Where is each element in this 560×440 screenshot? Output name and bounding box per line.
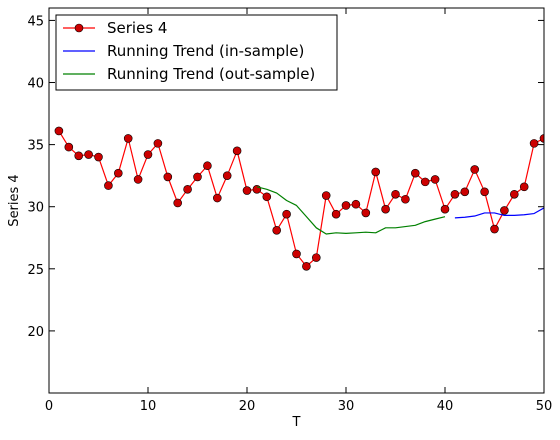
data-point bbox=[470, 165, 480, 174]
data-point bbox=[381, 204, 390, 214]
data-point bbox=[74, 151, 83, 161]
data-point bbox=[331, 209, 341, 219]
data-point bbox=[391, 189, 400, 199]
data-point bbox=[153, 139, 163, 148]
data-point bbox=[114, 168, 123, 178]
x-tick-label: 30 bbox=[338, 399, 355, 414]
data-point bbox=[292, 249, 301, 259]
x-tick-label: 0 bbox=[45, 399, 53, 414]
data-point bbox=[272, 226, 282, 235]
data-point bbox=[529, 139, 539, 148]
data-point bbox=[213, 193, 222, 203]
data-point bbox=[94, 152, 103, 162]
data-point bbox=[222, 171, 232, 180]
data-point bbox=[430, 175, 440, 184]
data-point bbox=[341, 201, 351, 210]
data-point bbox=[84, 150, 93, 159]
y-tick-label: 20 bbox=[27, 325, 44, 340]
data-point bbox=[193, 172, 202, 182]
data-point bbox=[203, 161, 212, 171]
data-point bbox=[450, 189, 460, 199]
y-tick-label: 35 bbox=[27, 139, 44, 154]
data-point bbox=[143, 150, 153, 159]
series-line-1 bbox=[58, 130, 544, 267]
data-point bbox=[371, 167, 381, 177]
data-point bbox=[460, 187, 470, 197]
legend: Series 4 Running Trend (in-sample) Running… bbox=[55, 14, 338, 91]
data-point bbox=[282, 209, 291, 219]
data-point bbox=[420, 177, 430, 187]
legend-swatch-marker bbox=[74, 23, 84, 33]
x-tick-label: 40 bbox=[437, 399, 454, 414]
data-point bbox=[173, 198, 182, 208]
data-point bbox=[104, 181, 113, 190]
data-point bbox=[410, 168, 420, 178]
data-point bbox=[252, 185, 262, 194]
data-point bbox=[262, 192, 272, 202]
data-point bbox=[311, 253, 321, 262]
plot-area-group bbox=[54, 126, 544, 271]
data-point bbox=[302, 262, 311, 271]
y-tick-label: 30 bbox=[27, 201, 44, 216]
legend-entry-label: Running Trend (in-sample) bbox=[107, 42, 304, 60]
data-point bbox=[183, 185, 192, 194]
y-tick-label: 40 bbox=[27, 77, 44, 92]
legend-entry-label: Series 4 bbox=[107, 19, 167, 37]
data-point bbox=[133, 175, 143, 184]
x-tick-label: 10 bbox=[140, 399, 157, 414]
data-point bbox=[361, 208, 371, 218]
y-tick-label: 25 bbox=[27, 263, 44, 278]
data-point bbox=[509, 189, 519, 199]
x-tick-label: 50 bbox=[536, 399, 553, 414]
data-point bbox=[321, 191, 331, 200]
data-point bbox=[480, 187, 489, 197]
series-line-2 bbox=[454, 207, 544, 219]
data-point bbox=[440, 204, 450, 214]
data-point bbox=[351, 199, 361, 209]
data-point bbox=[123, 134, 133, 143]
y-axis-label: Series 4 bbox=[7, 174, 22, 226]
data-point bbox=[54, 126, 64, 136]
legend-entry-label: Running Trend (out-sample) bbox=[107, 65, 315, 83]
axes-group: 0 10 20 30 40 50 20 25 30 35 40 45 T Series 4 bbox=[7, 7, 553, 430]
y-tick-label: 45 bbox=[27, 14, 44, 29]
x-tick-label: 20 bbox=[239, 399, 256, 414]
data-point bbox=[64, 142, 74, 152]
data-point bbox=[401, 194, 410, 204]
data-point bbox=[490, 224, 499, 234]
data-point bbox=[163, 172, 173, 182]
x-axis-label: T bbox=[292, 415, 301, 430]
axes-frame bbox=[48, 7, 545, 394]
data-point bbox=[232, 146, 242, 156]
series-line-3 bbox=[256, 186, 446, 235]
legend-box bbox=[55, 14, 338, 91]
data-point bbox=[500, 206, 509, 215]
data-point bbox=[539, 134, 544, 143]
data-point bbox=[519, 182, 529, 192]
data-point bbox=[242, 186, 252, 195]
